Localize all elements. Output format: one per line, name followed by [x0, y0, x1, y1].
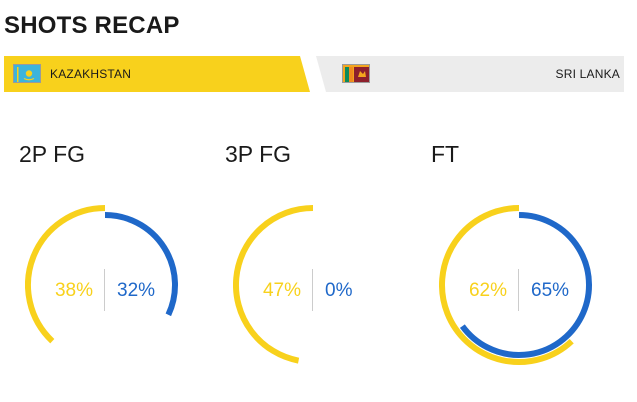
stat-title-2p-fg: 2P FG — [19, 141, 86, 167]
stat-title-ft: FT — [431, 141, 460, 167]
away-pct-3p-fg: 0% — [325, 280, 353, 301]
kazakhstan-flag-icon — [13, 64, 41, 83]
away-pct-ft: 65% — [531, 280, 570, 301]
ring-chart-ft — [439, 205, 592, 365]
gauge-3p-fg: 47% 0% — [233, 205, 393, 375]
divider — [104, 269, 105, 311]
divider — [518, 269, 519, 311]
ring-chart-3p-fg — [233, 205, 314, 364]
home-pct-2p-fg: 38% — [54, 280, 93, 301]
home-arc-3p-fg — [233, 205, 314, 364]
home-pct-3p-fg: 47% — [262, 280, 301, 301]
away-team-name: SRI LANKA — [555, 67, 620, 81]
home-arc-2p-fg — [25, 205, 106, 344]
home-pct-ft: 62% — [468, 280, 507, 301]
away-team-tab[interactable]: SRI LANKA — [316, 56, 624, 92]
divider — [312, 269, 313, 311]
gauge-2p-fg: 38% 32% — [25, 205, 185, 375]
away-arc-ft — [459, 212, 592, 358]
away-pct-2p-fg: 32% — [117, 280, 156, 301]
stat-title-3p-fg: 3P FG — [225, 141, 292, 167]
home-team-name: KAZAKHSTAN — [50, 67, 132, 81]
ring-chart-2p-fg — [25, 205, 178, 344]
gauge-ft: 62% 65% — [439, 205, 599, 375]
sri-lanka-flag-icon — [342, 64, 370, 83]
home-team-tab[interactable]: KAZAKHSTAN — [4, 56, 310, 92]
home-arc-ft — [439, 205, 574, 365]
page-title: SHOTS RECAP — [4, 12, 180, 39]
team-bar: KAZAKHSTAN SRI LANKA — [4, 56, 624, 92]
away-arc-2p-fg — [104, 212, 178, 317]
